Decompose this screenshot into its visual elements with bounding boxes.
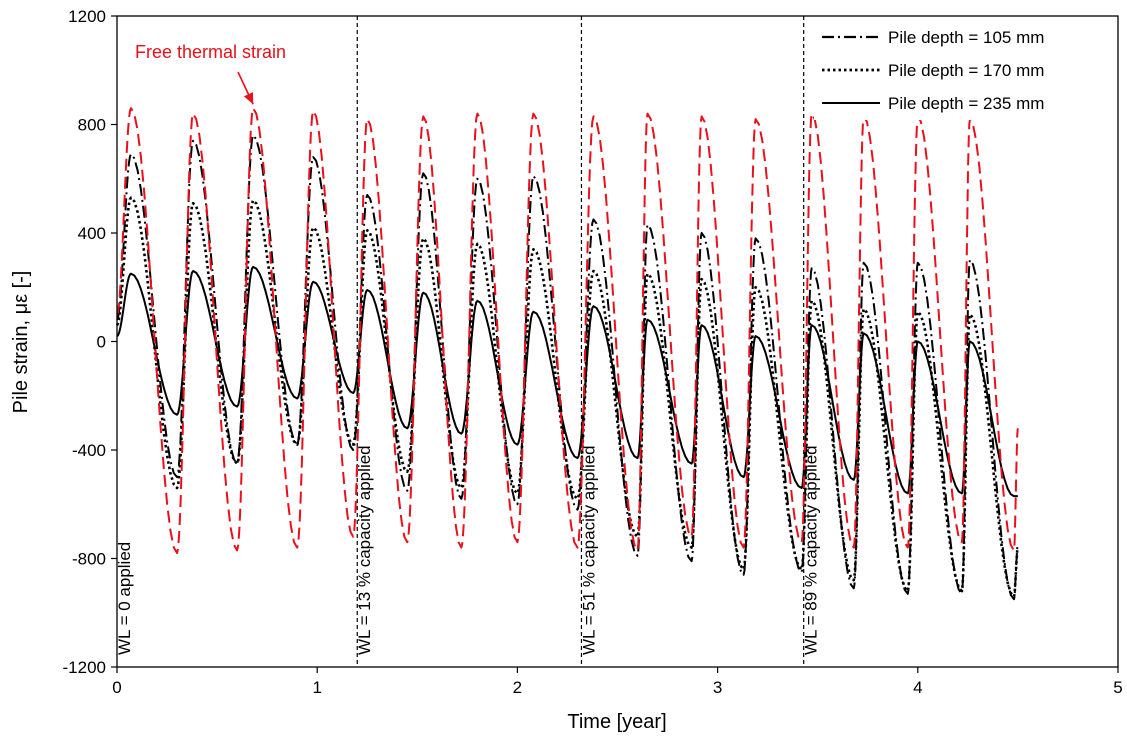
annotation-text: Free thermal strain	[135, 42, 286, 62]
stage-label: WL = 51 % capacity applied	[579, 445, 598, 655]
series-free-thermal-strain	[116, 107, 1019, 555]
series-depth-105mm	[116, 134, 1019, 601]
x-tick-label: 0	[112, 678, 121, 697]
x-tick-label: 4	[913, 678, 922, 697]
x-tick-label: 3	[713, 678, 722, 697]
y-axis-ticks: -1200 -800 -400 0 400 800 1200	[63, 7, 117, 677]
x-axis-label: Time [year]	[567, 711, 666, 733]
series-depth-170mm	[115, 196, 1020, 598]
stage-lines: WL = 0 applied WL = 13 % capacity applied…	[115, 16, 821, 667]
legend-label-235: Pile depth = 235 mm	[888, 94, 1044, 113]
legend-label-170: Pile depth = 170 mm	[888, 61, 1044, 80]
legend: Pile depth = 105 mm Pile depth = 170 mm …	[814, 20, 1114, 120]
stage-label: WL = 89 % capacity applied	[802, 445, 821, 655]
y-tick-label: 400	[78, 224, 106, 243]
y-axis-label: Pile strain, με [-]	[10, 271, 32, 414]
y-tick-label: 0	[97, 333, 106, 352]
x-tick-label: 1	[312, 678, 321, 697]
x-axis-ticks: 0 1 2 3 4 5	[112, 667, 1123, 697]
annotation-arrow-head	[243, 92, 254, 105]
y-tick-label: 1200	[68, 7, 106, 26]
y-tick-label: -800	[72, 550, 106, 569]
y-tick-label: -1200	[63, 658, 106, 677]
stage-label: WL = 0 applied	[115, 542, 134, 655]
stage-label: WL = 13 % capacity applied	[355, 445, 374, 655]
legend-label-105: Pile depth = 105 mm	[888, 28, 1044, 47]
y-tick-label: -400	[72, 441, 106, 460]
x-tick-label: 2	[513, 678, 522, 697]
x-tick-label: 5	[1113, 678, 1122, 697]
series-lines	[115, 107, 1020, 601]
y-tick-label: 800	[78, 116, 106, 135]
free-thermal-annotation: Free thermal strain	[135, 42, 286, 105]
